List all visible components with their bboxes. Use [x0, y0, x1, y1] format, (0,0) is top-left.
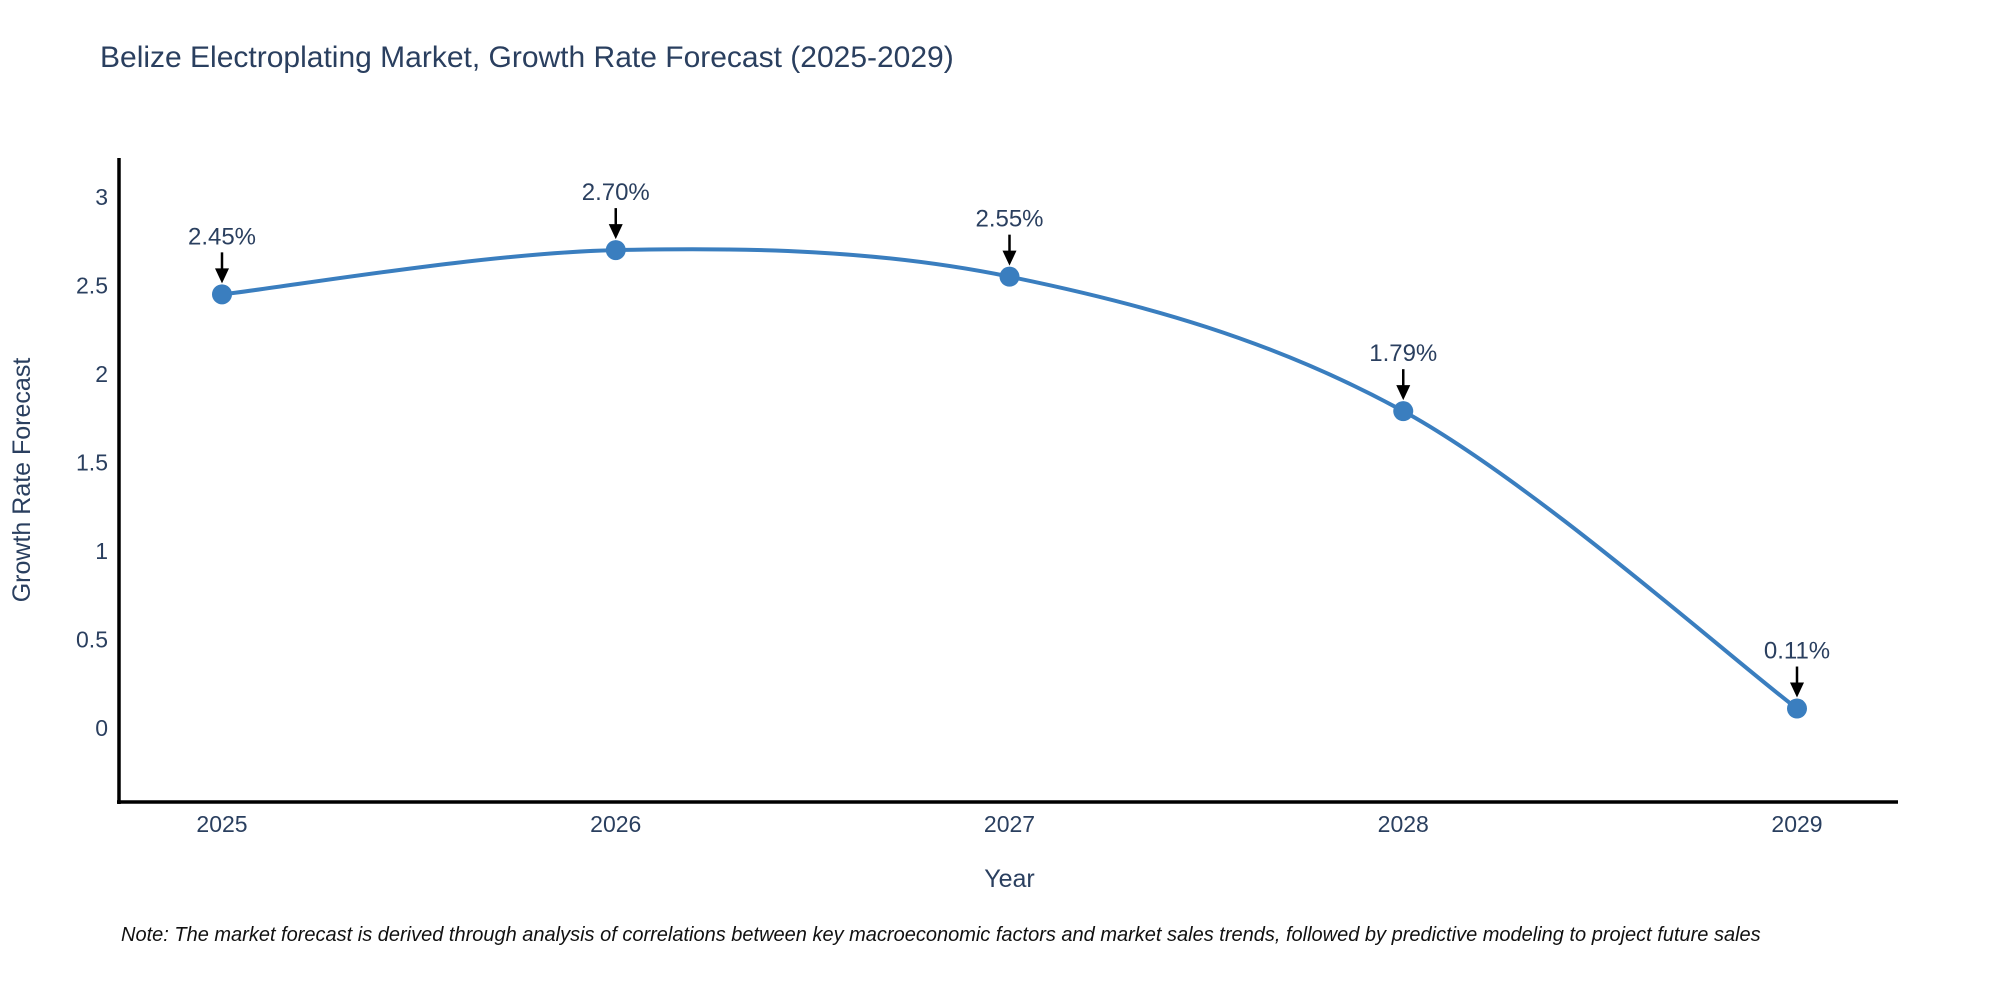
- annotation-arrowhead-icon: [1002, 250, 1017, 266]
- data-point-marker: [1787, 698, 1807, 719]
- x-axis-title: Year: [984, 865, 1035, 893]
- annotation-label: 0.11%: [1764, 638, 1830, 665]
- series-line: [220, 247, 1799, 711]
- y-tick-label: 1.5: [76, 450, 108, 476]
- y-tick-label: 2.5: [76, 273, 108, 299]
- y-tick-label: 3: [95, 184, 108, 210]
- chart-title: Belize Electroplating Market, Growth Rat…: [100, 41, 954, 74]
- annotation-label: 2.55%: [975, 206, 1043, 233]
- annotation-arrowhead-icon: [1790, 682, 1804, 698]
- x-tick-label: 2026: [590, 811, 641, 837]
- y-tick-label: 0: [95, 715, 108, 741]
- x-tick-label: 2027: [984, 811, 1035, 837]
- x-tick-label: 2028: [1378, 811, 1429, 837]
- annotation-arrowhead-icon: [215, 268, 229, 284]
- y-axis-title: Growth Rate Forecast: [8, 358, 36, 603]
- y-tick-label: 0.5: [76, 627, 108, 653]
- x-tick-label: 2029: [1771, 811, 1822, 837]
- data-point-marker: [999, 266, 1020, 287]
- annotation-arrowhead-icon: [1396, 385, 1411, 401]
- annotation-label: 1.79%: [1369, 340, 1437, 367]
- data-point-marker: [1393, 401, 1414, 422]
- x-tick-label: 2025: [196, 811, 247, 837]
- footnote: Note: The market forecast is derived thr…: [121, 924, 1761, 946]
- data-point-marker: [605, 240, 626, 261]
- annotation-label: 2.45%: [188, 223, 256, 250]
- y-tick-label: 2: [95, 361, 108, 387]
- data-point-marker: [212, 284, 232, 305]
- annotation-label: 2.70%: [582, 179, 650, 206]
- y-tick-label: 1: [95, 538, 108, 564]
- annotation-arrowhead-icon: [608, 224, 623, 240]
